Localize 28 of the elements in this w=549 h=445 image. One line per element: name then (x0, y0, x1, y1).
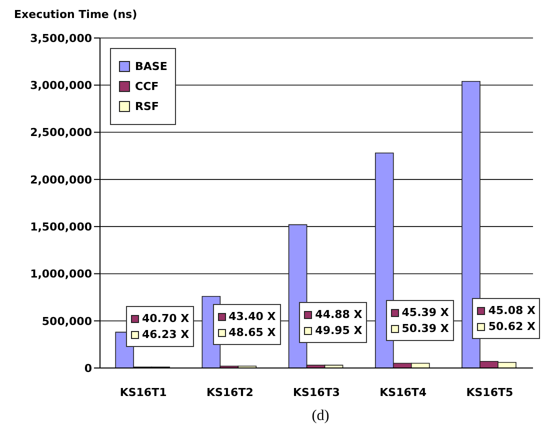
annotation: 48.65 X (228, 326, 276, 339)
y-tick-label: 2,500,000 (30, 126, 92, 140)
legend-label: BASE (135, 60, 168, 73)
y-tick-label: 0 (84, 362, 92, 375)
legend-label: CCF (135, 80, 159, 93)
text: (d) (310, 408, 330, 425)
y-tick-label: 3,000,000 (30, 79, 92, 92)
x-tick-label: KS16T4 (380, 386, 427, 399)
x-tick-label: KS16T3 (293, 386, 340, 399)
y-tick-label: 1,000,000 (30, 268, 92, 281)
x-tick-label: KS16T2 (206, 386, 254, 399)
y-tick-label: 500,000 (42, 314, 92, 328)
annotation: 44.88 X (315, 308, 362, 321)
y-tick-label: 3,500,000 (30, 32, 92, 45)
x-tick-label: KS16T5 (466, 386, 514, 399)
annotation: 50.62 X (488, 320, 536, 333)
annotation: 46.23 X (142, 328, 190, 341)
annotation: 43.40 X (228, 310, 276, 323)
annotation: 49.95 X (315, 324, 362, 337)
annotation: 40.70 X (142, 312, 190, 325)
annotation: 50.39 X (402, 322, 449, 335)
y-tick-label: 2,000,000 (30, 173, 92, 186)
x-tick-label: KS16T1 (120, 386, 167, 399)
y-tick-label: 1,500,000 (30, 220, 92, 234)
y-axis-title: Execution Time (ns) (14, 8, 138, 21)
annotation: 45.08 X (488, 304, 536, 317)
annotation: 45.39 X (402, 306, 449, 319)
legend-label: RSF (135, 100, 159, 113)
